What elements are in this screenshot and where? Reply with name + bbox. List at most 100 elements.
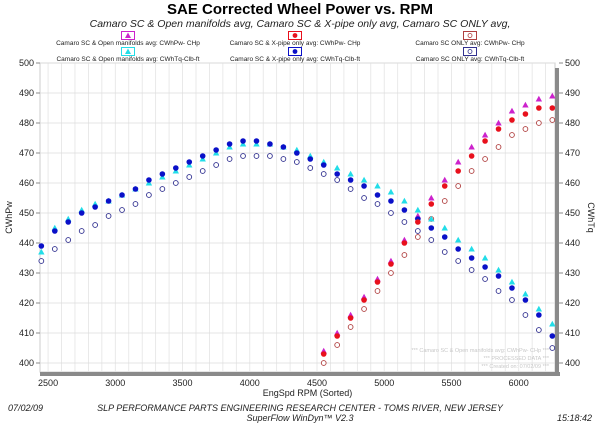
x-tick-label: 6000 (509, 378, 529, 388)
data-point (105, 213, 112, 219)
data-point (240, 153, 246, 159)
data-point (226, 141, 233, 147)
legend-marker-icon (292, 33, 298, 38)
data-point (522, 126, 529, 132)
data-point (173, 165, 179, 171)
y-axis-label-right: CWhTq (586, 202, 596, 233)
data-point (468, 153, 475, 159)
data-point (414, 206, 422, 213)
data-point (509, 285, 515, 291)
data-point (334, 333, 340, 339)
data-point (522, 101, 529, 108)
data-point (428, 194, 435, 201)
x-tick-label: 3000 (105, 378, 125, 388)
data-point (226, 156, 233, 162)
data-point (347, 324, 354, 330)
data-point (361, 306, 367, 312)
data-point (105, 198, 112, 204)
legend-label: Camaro SC & X-pipe only avg: CWhPw- CHp (229, 40, 361, 47)
data-point (441, 183, 448, 189)
data-point (509, 297, 515, 303)
data-point (536, 327, 542, 333)
data-point (267, 153, 273, 159)
footer-time: 15:18:42 (556, 413, 592, 423)
data-point (455, 168, 461, 174)
data-point (414, 228, 421, 234)
data-point (78, 228, 85, 234)
data-point (159, 186, 166, 192)
data-point (374, 288, 381, 294)
data-point (253, 153, 260, 159)
data-point (240, 138, 246, 144)
legend-swatch (288, 47, 302, 56)
x-tick-label: 3500 (173, 378, 193, 388)
data-point (374, 182, 381, 189)
data-point (51, 228, 58, 234)
data-point (213, 162, 219, 168)
data-point (361, 195, 367, 201)
data-point (522, 111, 529, 117)
legend-label: Camaro SC ONLY avg: CWhTq-Clb-ft (415, 56, 525, 63)
data-point (65, 219, 72, 225)
series-4 (38, 138, 556, 339)
data-point (333, 164, 341, 171)
legend-swatch (463, 31, 477, 40)
data-point (401, 197, 408, 204)
data-point (482, 138, 488, 144)
data-point (549, 345, 556, 351)
data-point (307, 156, 314, 162)
footer-line2: SuperFlow WinDyn™ V2.3 (246, 413, 354, 423)
data-point (401, 207, 408, 213)
legend-swatch (463, 47, 477, 56)
data-point (387, 188, 395, 195)
data-point (441, 198, 448, 204)
data-point (320, 171, 327, 177)
data-point (401, 252, 408, 258)
legend-marker-icon (125, 32, 131, 38)
data-point (428, 201, 435, 207)
footer-line1: SLP PERFORMANCE PARTS ENGINEERING RESEAR… (97, 403, 503, 413)
data-point (455, 246, 461, 252)
data-point (441, 249, 448, 255)
data-point (293, 159, 300, 165)
data-point (535, 95, 543, 102)
data-point (441, 176, 448, 183)
data-point (428, 225, 435, 231)
series-5 (38, 153, 556, 351)
data-point (199, 168, 206, 174)
watermark-text: *** Camaro SC & Open manifolds avg: CWhP… (411, 348, 549, 354)
data-point (482, 276, 488, 282)
data-point (549, 320, 556, 327)
data-point (414, 234, 421, 240)
data-point (280, 156, 287, 162)
data-point (455, 258, 462, 264)
y-tick-label-right: 470 (565, 148, 580, 158)
data-point (481, 254, 489, 261)
data-point (361, 297, 367, 303)
watermark-text: *** PROCESSED DATA *** (483, 356, 549, 362)
data-point (186, 159, 193, 165)
data-point (38, 243, 45, 249)
data-point (441, 224, 448, 231)
data-point (347, 315, 354, 321)
data-point (468, 168, 475, 174)
y-tick-label-left: 480 (19, 118, 34, 128)
y-tick-label-left: 410 (19, 328, 34, 338)
y-tick-label-left: 450 (19, 208, 34, 218)
y-tick-label-right: 490 (565, 88, 580, 98)
y-tick-label-left: 470 (19, 148, 34, 158)
data-point (549, 333, 556, 339)
data-point (549, 105, 556, 111)
data-point (119, 207, 125, 213)
data-point (535, 305, 543, 312)
legend-marker-icon (292, 49, 298, 54)
y-tick-label-left: 490 (19, 88, 34, 98)
y-tick-label-left: 430 (19, 268, 34, 278)
y-tick-label-right: 500 (565, 58, 580, 68)
data-point (374, 201, 381, 207)
legend-label: Camaro SC & Open manifolds avg: CWhPw- C… (56, 40, 200, 47)
data-point (549, 117, 556, 123)
footer-date: 07/02/09 (8, 403, 44, 413)
data-point (468, 267, 475, 273)
